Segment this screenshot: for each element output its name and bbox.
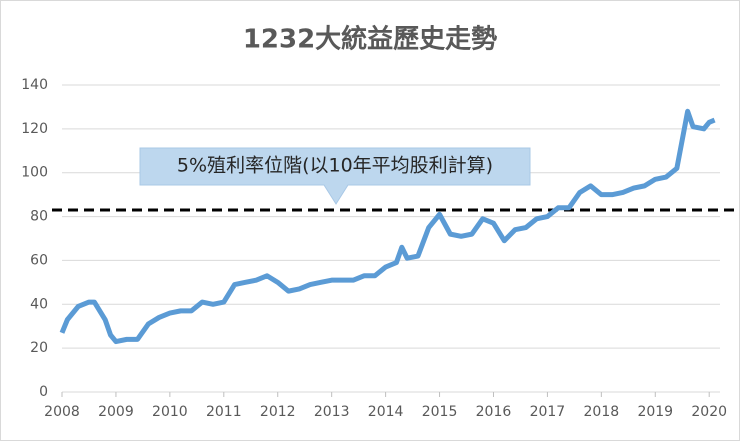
y-tick-label: 20 <box>30 340 48 356</box>
price-line <box>59 108 716 345</box>
x-tick-label: 2017 <box>530 404 566 420</box>
x-tick-label: 2008 <box>44 404 80 420</box>
y-tick-label: 140 <box>21 77 48 93</box>
x-tick-label: 2018 <box>584 404 620 420</box>
x-tick-label: 2016 <box>476 404 512 420</box>
y-tick-label: 40 <box>30 296 48 312</box>
x-tick-label: 2012 <box>260 404 296 420</box>
x-tick-label: 2010 <box>152 404 188 420</box>
callout-box <box>139 147 531 205</box>
y-tick-label: 60 <box>30 252 48 268</box>
chart-title: 1232大統益歷史走勢 <box>243 24 497 55</box>
y-tick-label: 100 <box>21 165 48 181</box>
y-tick-label: 80 <box>30 209 48 225</box>
y-tick-label: 0 <box>39 384 48 400</box>
annotation: 5%殖利率位階(以10年平均股利計算) <box>177 155 493 177</box>
x-tick-label: 2011 <box>206 404 242 420</box>
x-tick-label: 2009 <box>98 404 134 420</box>
x-tick-label: 2014 <box>368 404 404 420</box>
x-tick-label: 2020 <box>691 404 727 420</box>
x-tick-label: 2019 <box>637 404 673 420</box>
y-tick-label: 120 <box>21 121 48 137</box>
x-tick-label: 2013 <box>314 404 350 420</box>
x-tick-label: 2015 <box>422 404 458 420</box>
